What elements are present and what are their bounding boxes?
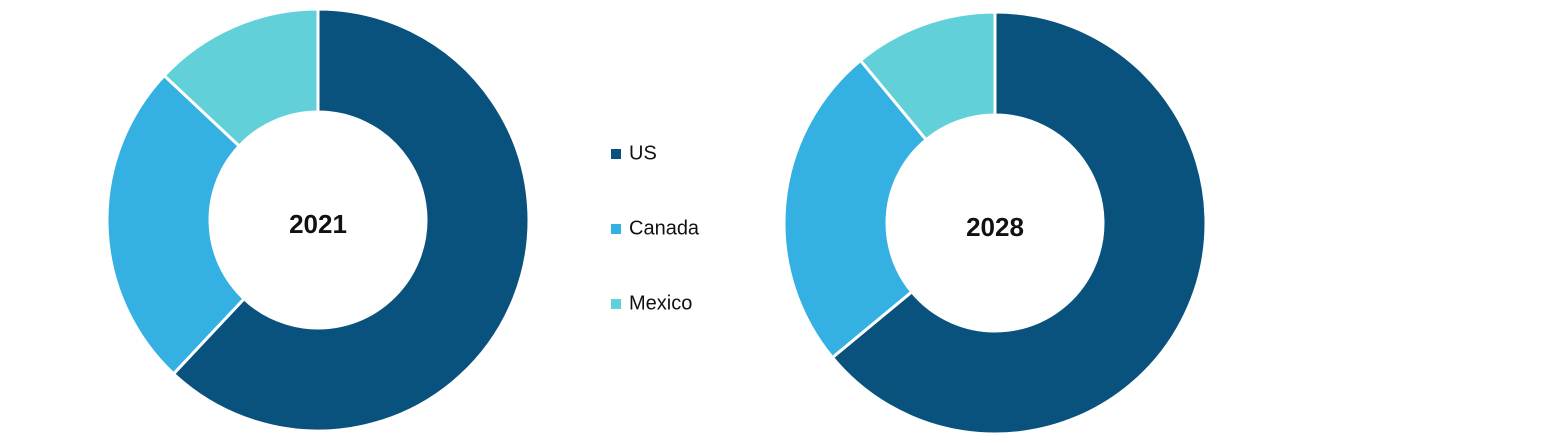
donut-slice xyxy=(162,7,320,149)
donut-slice xyxy=(830,10,1208,436)
donut-slice xyxy=(171,7,531,433)
legend-label: Mexico xyxy=(629,292,692,314)
donut-slice xyxy=(105,73,247,376)
legend-swatch xyxy=(611,149,621,159)
donut-slice xyxy=(858,10,997,142)
center-label: 2021 xyxy=(289,209,347,239)
donut-slice xyxy=(782,58,929,360)
center-label: 2028 xyxy=(966,212,1024,242)
legend-label: US xyxy=(629,142,657,164)
legend-label: Canada xyxy=(629,217,700,239)
legend-swatch xyxy=(611,224,621,234)
legend-swatch xyxy=(611,299,621,309)
